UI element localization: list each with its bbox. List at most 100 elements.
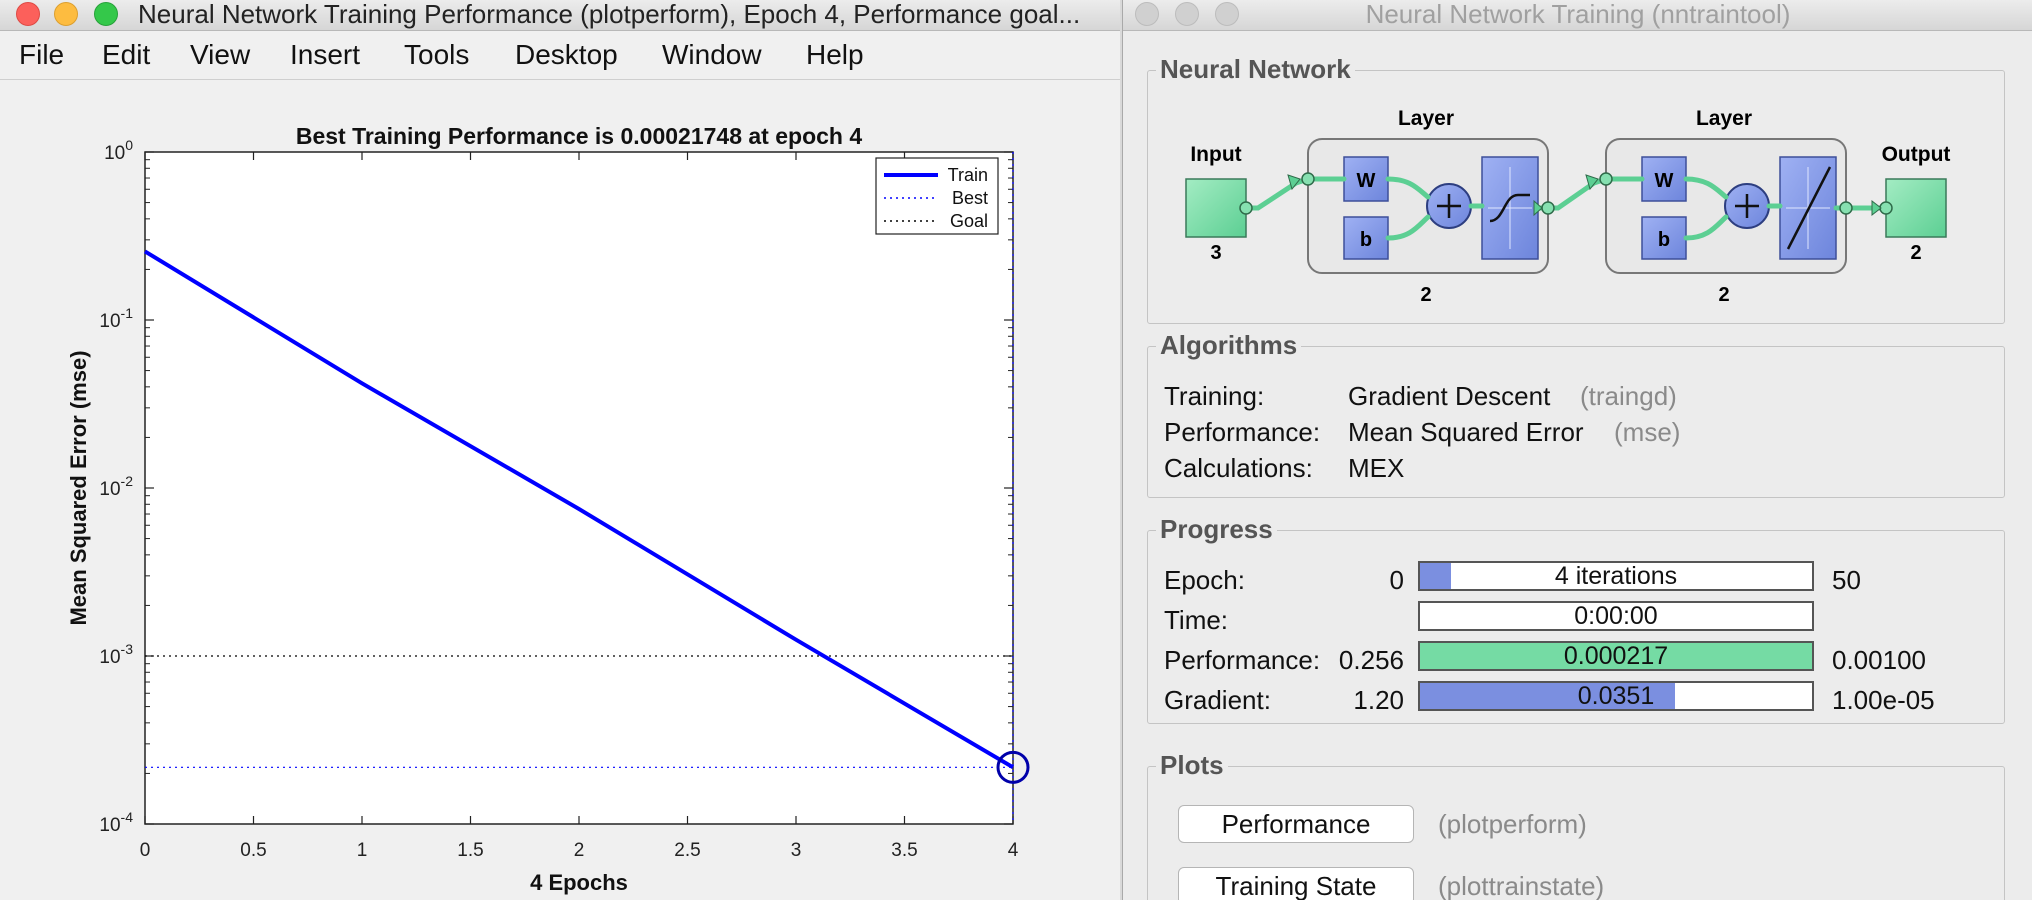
nntraintool-window: Neural Network Training (nntraintool) Ne…: [1122, 0, 2032, 900]
layer1-size: 2: [1420, 284, 1431, 306]
gradient-min: 1.20: [1353, 685, 1404, 715]
layer2-bias-label: b: [1658, 229, 1670, 251]
epoch-max: 50: [1832, 565, 1861, 595]
title-bar[interactable]: Neural Network Training Performance (plo…: [0, 0, 1120, 31]
epoch-progress-fill: [1420, 563, 1452, 589]
minimize-button[interactable]: [1175, 2, 1199, 26]
legend: Train Best Goal: [875, 157, 999, 235]
y-tick-label: 10-3: [99, 641, 133, 668]
gradient-max: 1.00e-05: [1832, 685, 1935, 715]
x-tick-label: 0: [140, 840, 151, 861]
progress-panel: Progress Epoch: 0 4 iterations 50 Time: …: [1147, 514, 2005, 724]
x-tick-label: 0.5: [240, 840, 266, 861]
title-bar[interactable]: Neural Network Training (nntraintool): [1123, 0, 2032, 31]
layer2-bias-block: [1641, 216, 1687, 260]
calculations-label: Calculations:: [1164, 453, 1313, 483]
layer2-size: 2: [1718, 284, 1729, 306]
input-block: [1185, 178, 1247, 238]
neural-network-panel: Neural Network Input 3 Layer W b: [1147, 54, 2005, 324]
training-state-plot-button[interactable]: Training State: [1178, 867, 1414, 900]
performance-label: Performance:: [1164, 417, 1321, 447]
performance-progress-label: Performance:: [1164, 645, 1321, 675]
y-tick-label: 10-1: [99, 305, 133, 332]
minimize-button[interactable]: [54, 2, 78, 26]
y-tick-label: 10-2: [99, 473, 133, 500]
chart-title: Best Training Performance is 0.00021748 …: [296, 123, 863, 149]
y-tick-label: 10-4: [99, 809, 133, 836]
performance-window: Neural Network Training Performance (plo…: [0, 0, 1120, 900]
menu-help[interactable]: Help: [806, 39, 864, 70]
sigmoid-icon: [1489, 193, 1530, 223]
menu-window[interactable]: Window: [662, 39, 762, 70]
gradient-progress-text: 0.0351: [1577, 682, 1655, 710]
node-dots: [1239, 172, 1893, 215]
performance-plot-button[interactable]: Performance: [1178, 805, 1414, 843]
window-title: Neural Network Training Performance (plo…: [138, 0, 1081, 29]
legend-label: Train: [948, 165, 988, 185]
performance-progress-fill: [1420, 643, 1812, 669]
plus-icon: [1437, 194, 1461, 218]
training-value: Gradient Descent: [1348, 381, 1551, 411]
epoch-label: Epoch:: [1164, 565, 1245, 595]
menu-edit[interactable]: Edit: [102, 39, 151, 70]
x-tick-label: 3.5: [891, 840, 917, 861]
layer2-weight-label: W: [1655, 170, 1674, 192]
epoch-progress-text: 4 iterations: [1554, 562, 1678, 590]
close-button[interactable]: [1135, 2, 1159, 26]
layer1-bias-block: [1343, 216, 1389, 260]
y-tick-label: 100: [104, 137, 133, 164]
plot-area: [144, 151, 1014, 825]
performance-progress-bar: 0.000217: [1418, 641, 1814, 671]
epoch-progress-bar: 4 iterations: [1418, 561, 1814, 591]
training-label: Training:: [1164, 381, 1265, 411]
zoom-button[interactable]: [94, 2, 118, 26]
performance-value: Mean Squared Error: [1348, 417, 1584, 447]
training-fn: (traingd): [1580, 381, 1677, 411]
x-axis-label: 4 Epochs: [530, 870, 628, 895]
menu-view[interactable]: View: [190, 39, 251, 70]
layer1-bias-label: b: [1360, 229, 1372, 251]
layer1-weight-block: [1343, 156, 1389, 202]
plots-panel: Plots Performance (plotperform) Training…: [1147, 750, 2005, 900]
performance-min: 0.256: [1338, 645, 1404, 675]
y-axis-label: Mean Squared Error (mse): [66, 350, 91, 625]
time-progress-text: 0:00:00: [1574, 602, 1658, 630]
x-tick-label: 1.5: [457, 840, 483, 861]
linear-icon: [1786, 166, 1832, 250]
zoom-button[interactable]: [1215, 2, 1239, 26]
menu-desktop[interactable]: Desktop: [515, 39, 618, 70]
x-tick-label: 1: [357, 840, 368, 861]
x-tick-label: 2: [574, 840, 585, 861]
legend-label: Best: [952, 188, 988, 208]
close-button[interactable]: [16, 2, 40, 26]
section-title: Plots: [1156, 750, 1228, 781]
x-tick-label: 3: [791, 840, 802, 861]
output-size: 2: [1910, 242, 1921, 264]
best-point-marker: [996, 750, 1030, 784]
figure-area: 0 0.5 1 1.5 2 2.5 3 3.5 4 100 10-1 10-2 10-3 10-4 Bes…: [0, 80, 1120, 900]
gradient-progress-fill: [1420, 683, 1675, 709]
menu-file[interactable]: File: [19, 39, 65, 70]
menu-insert[interactable]: Insert: [290, 39, 361, 70]
menu-bar: File Edit View Insert Tools Desktop Wind…: [0, 31, 1120, 97]
input-label: Input: [1190, 143, 1241, 166]
time-progress-bar: 0:00:00: [1418, 601, 1814, 631]
performance-fn: (mse): [1614, 417, 1681, 447]
layer1-weight-label: W: [1357, 170, 1376, 192]
output-label: Output: [1882, 143, 1951, 166]
network-diagram: Input 3 Layer W b 2 Layer W b: [1185, 107, 1951, 306]
epoch-min: 0: [1389, 565, 1404, 595]
gradient-progress-bar: 0.0351: [1418, 681, 1814, 711]
layer1-label: Layer: [1398, 107, 1454, 130]
plus-icon: [1735, 194, 1759, 218]
x-tick-label: 4: [1008, 840, 1019, 861]
performance-max: 0.00100: [1832, 645, 1926, 675]
legend-label: Goal: [950, 211, 988, 231]
layer2-label: Layer: [1696, 107, 1752, 130]
menu-tools[interactable]: Tools: [404, 39, 470, 70]
section-title: Algorithms: [1156, 330, 1302, 361]
output-block: [1885, 178, 1947, 238]
input-size: 3: [1210, 242, 1221, 264]
calculations-value: MEX: [1348, 453, 1405, 483]
section-title: Neural Network: [1156, 54, 1355, 85]
